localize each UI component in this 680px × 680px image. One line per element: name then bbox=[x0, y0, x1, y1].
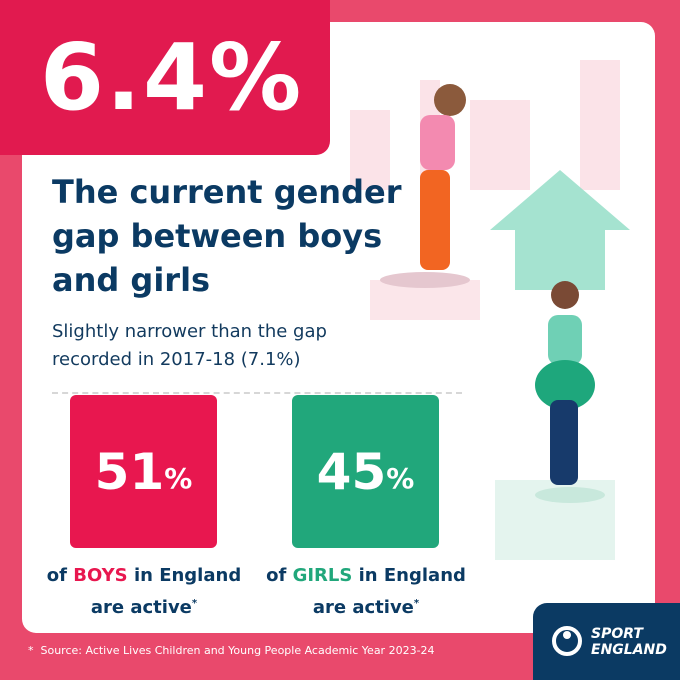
subtitle: Slightly narrower than the gap recorded … bbox=[52, 318, 327, 374]
title-line: gap between boys bbox=[52, 217, 383, 255]
subtitle-line: recorded in 2017-18 (7.1%) bbox=[52, 349, 301, 370]
marker: * bbox=[28, 644, 34, 657]
illustration bbox=[350, 60, 630, 560]
caption-text: of bbox=[46, 565, 67, 586]
logo-icon bbox=[552, 626, 582, 656]
stat-caption: of GIRLS in England are active* bbox=[251, 562, 481, 622]
stat-unit: % bbox=[164, 462, 193, 495]
title-line: The current gender bbox=[52, 173, 402, 211]
title: The current gender gap between boys and … bbox=[52, 170, 401, 302]
logo: SPORT ENGLAND bbox=[533, 603, 680, 680]
stat-value: 45 bbox=[316, 442, 387, 501]
marker: * bbox=[191, 598, 198, 609]
subtitle-line: Slightly narrower than the gap bbox=[52, 321, 327, 342]
marker: * bbox=[413, 598, 420, 609]
group: BOYS bbox=[73, 565, 128, 586]
divider bbox=[52, 392, 462, 394]
logo-text: SPORT ENGLAND bbox=[591, 626, 667, 658]
caption-text: of bbox=[266, 565, 287, 586]
group: GIRLS bbox=[292, 565, 353, 586]
footnote-text: Source: Active Lives Children and Young … bbox=[40, 644, 435, 657]
stat-value: 51 bbox=[94, 442, 165, 501]
caption-text: in England bbox=[358, 565, 466, 586]
stat-box: 45% bbox=[292, 395, 439, 548]
caption-text: are active bbox=[312, 597, 414, 618]
headline-stat: 6.4% bbox=[0, 0, 330, 155]
stat-unit: % bbox=[386, 462, 415, 495]
caption-text: are active bbox=[90, 597, 192, 618]
title-line: and girls bbox=[52, 261, 211, 299]
footnote: * Source: Active Lives Children and Youn… bbox=[28, 644, 435, 657]
stat-box: 51% bbox=[70, 395, 217, 548]
logo-line: SPORT bbox=[591, 626, 643, 642]
logo-line: ENGLAND bbox=[591, 642, 667, 658]
stat-caption: of BOYS in England are active* bbox=[29, 562, 259, 622]
caption-text: in England bbox=[133, 565, 242, 586]
